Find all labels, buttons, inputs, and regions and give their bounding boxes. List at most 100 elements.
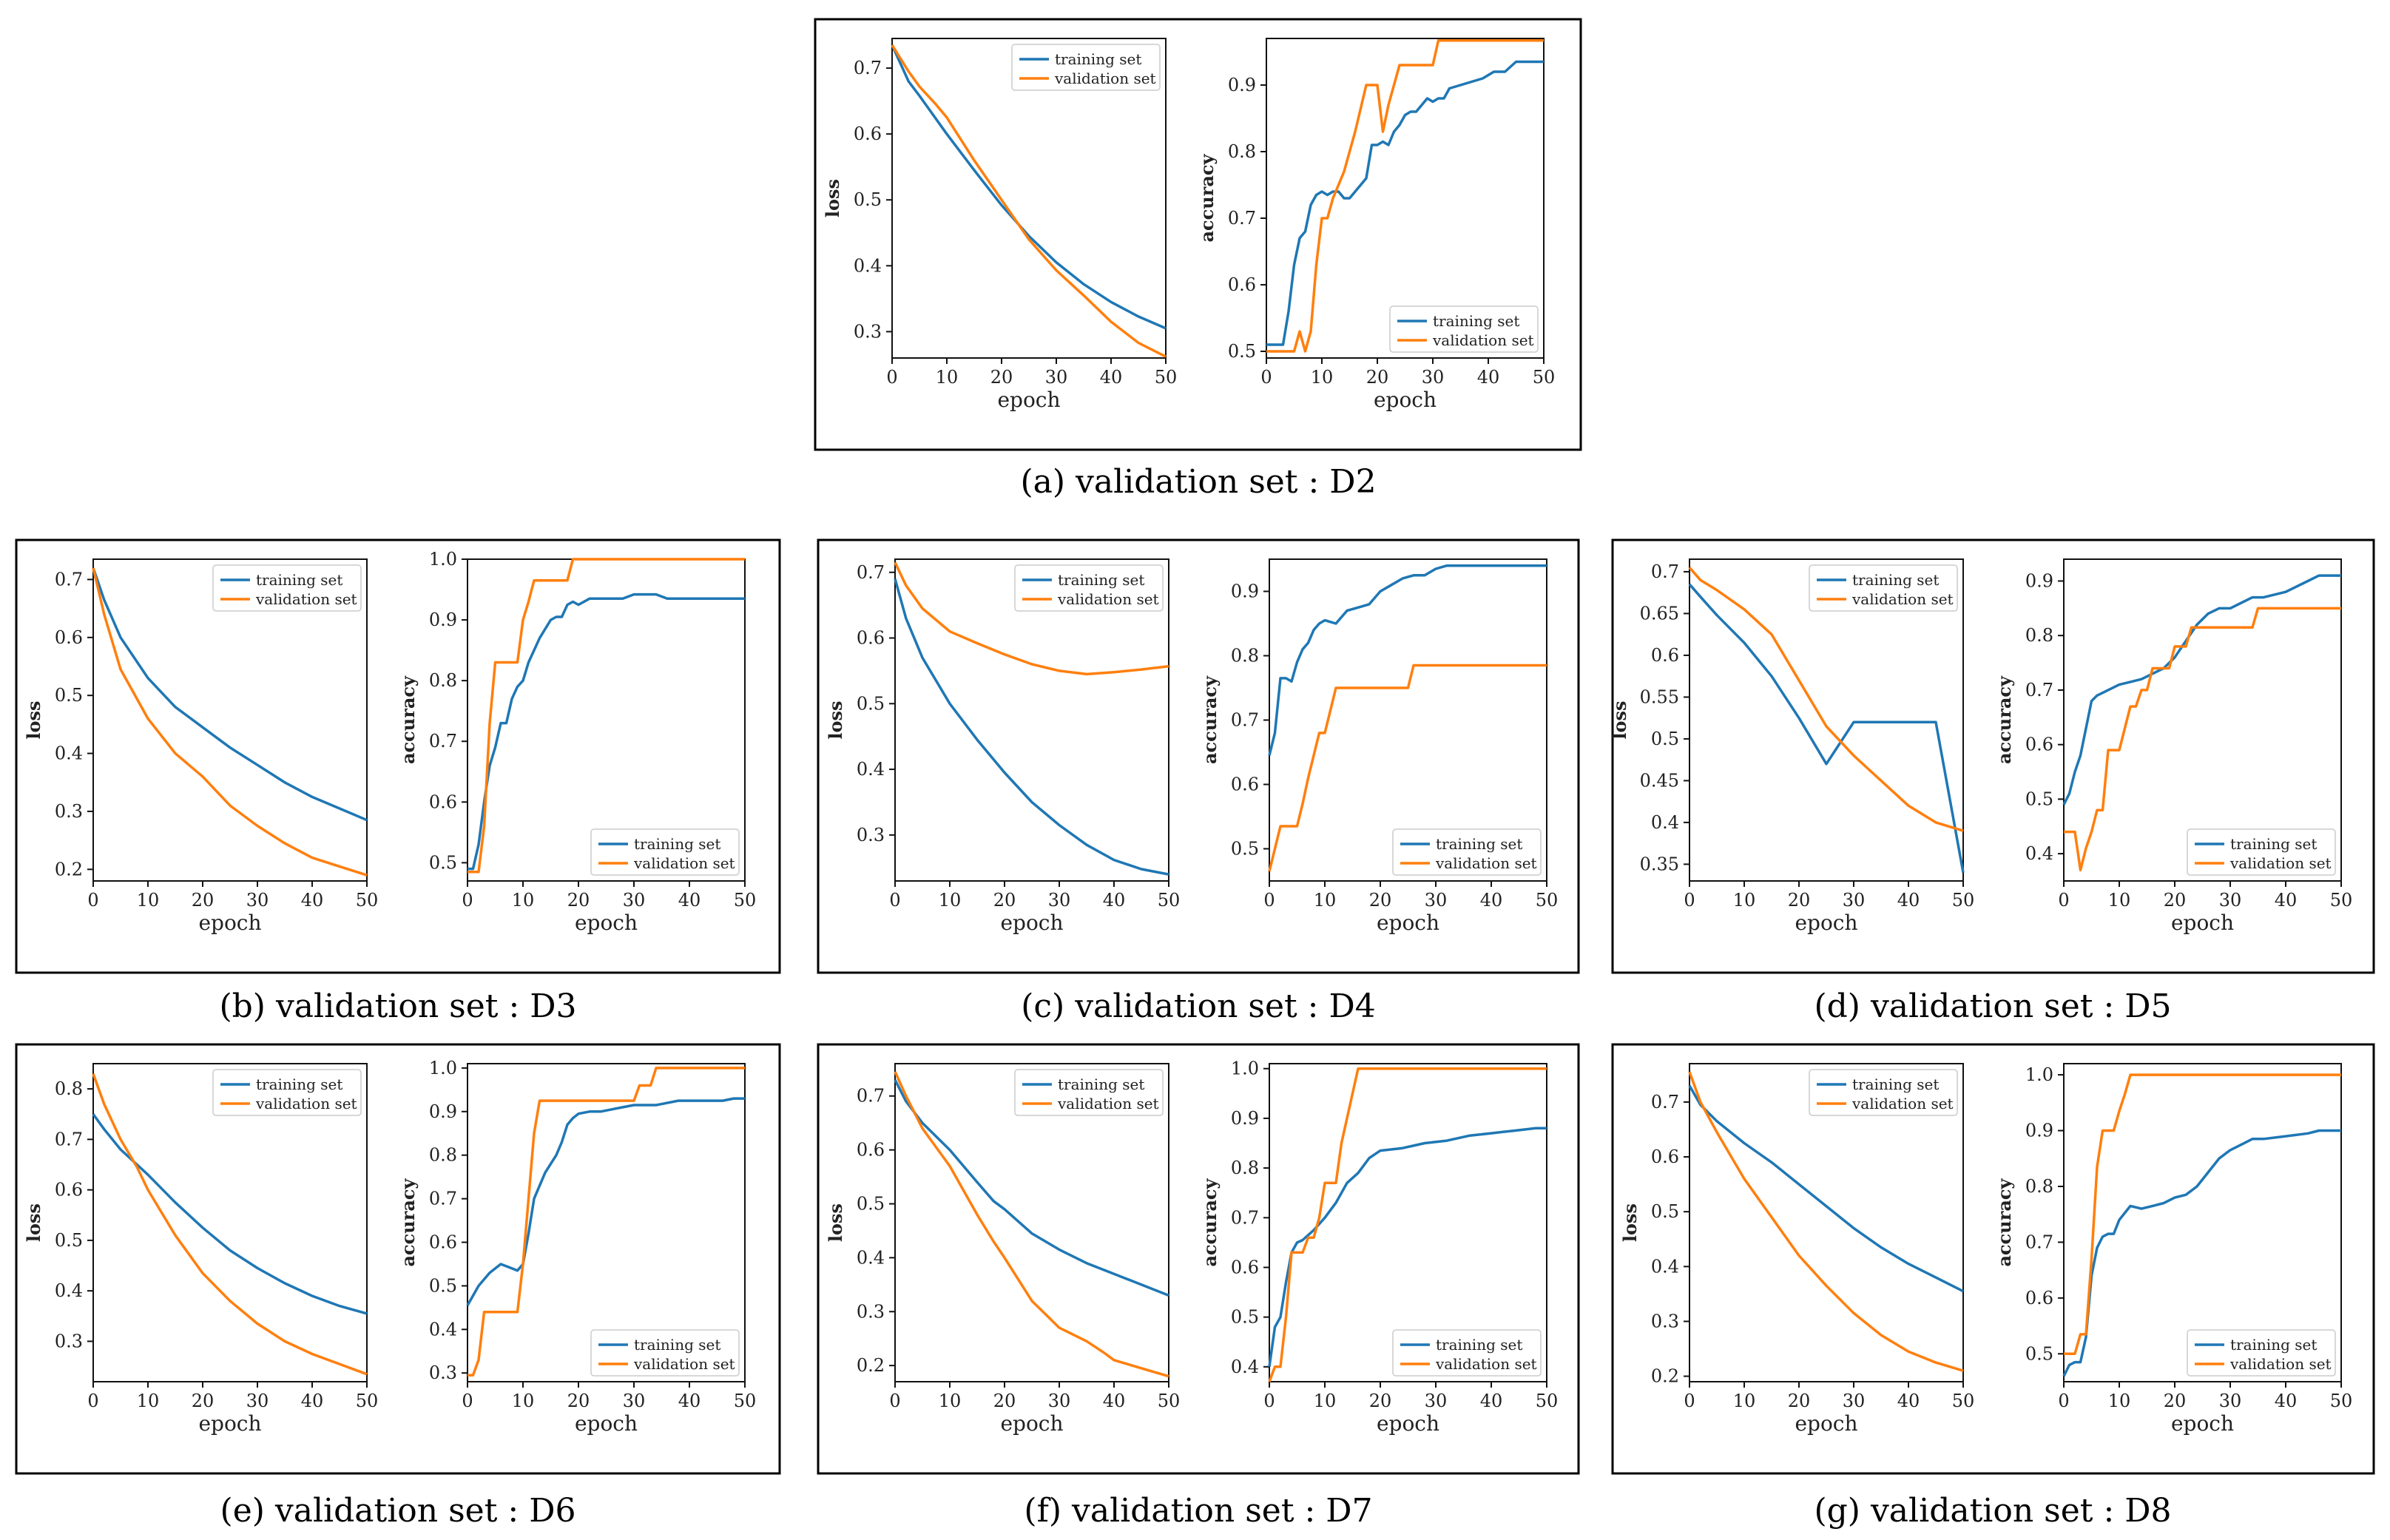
x-tick-label: 0 (886, 367, 897, 388)
y-axis-label: loss (23, 700, 44, 739)
x-tick-label: 40 (1103, 890, 1126, 911)
panel-frame (814, 18, 1582, 451)
axes-box (1269, 558, 1547, 882)
x-tick-label: 0 (1260, 367, 1272, 388)
validation-legend-label: validation set (1851, 590, 1954, 608)
validation-legend-label: validation set (1054, 70, 1156, 87)
validation-legend-label: validation set (255, 590, 357, 608)
x-tick-label: 40 (1100, 367, 1123, 388)
validation-series-line (2064, 607, 2341, 872)
figure-panel-5: (f) validation set : D7 0 10 20 30 40 50 0.2 0.3… (817, 1043, 1580, 1530)
axes-box (1269, 1063, 1547, 1382)
x-tick-label: 20 (993, 890, 1016, 911)
y-tick-label: 0.6 (2025, 1288, 2053, 1308)
y-tick-label: 0.6 (1651, 1146, 1679, 1167)
training-legend-label: training set (1852, 571, 1939, 589)
accuracy-subplot: 0 10 20 30 40 50 0.5 0.6 0.7 0.8 0.9 epoch accuracy t… (1199, 558, 1558, 935)
training-legend-label: training set (1436, 835, 1522, 853)
x-tick-label: 50 (1155, 367, 1178, 388)
y-tick-label: 0.8 (1228, 141, 1256, 162)
accuracy-subplot: 0 10 20 30 40 50 0.5 0.6 0.7 0.8 0.9 epoch accuracy t… (1196, 38, 1555, 412)
x-tick-label: 20 (1366, 367, 1389, 388)
panel-frame (15, 538, 781, 974)
y-tick-label: 0.4 (857, 1247, 885, 1268)
validation-series-line (1688, 1071, 1964, 1372)
y-tick-label: 0.7 (429, 731, 457, 752)
validation-series-line (894, 1071, 1169, 1378)
y-tick-label: 0.5 (429, 852, 457, 873)
x-tick-label: 20 (567, 1391, 590, 1411)
validation-series-line (92, 567, 368, 877)
x-tick-label: 0 (1684, 890, 1695, 911)
validation-series-line (467, 1067, 745, 1377)
x-axis-label: epoch (1000, 911, 1063, 935)
panel-caption: (d) validation set : D5 (1814, 987, 2171, 1025)
training-legend-label: training set (634, 835, 720, 853)
training-legend-label: training set (1433, 312, 1519, 330)
y-axis-label: accuracy (1994, 1178, 2015, 1266)
training-legend-label: training set (2230, 835, 2317, 853)
y-tick-label: 0.9 (429, 1101, 457, 1122)
y-tick-label: 0.3 (857, 1301, 885, 1322)
loss-subplot: 0 10 20 30 40 50 0.2 0.3 0.4 0.5 0.6 0.7 epoch loss tr… (1619, 1063, 1974, 1436)
validation-legend-label: validation set (2229, 854, 2332, 872)
x-tick-label: 50 (734, 890, 757, 911)
y-tick-label: 0.6 (857, 628, 885, 649)
x-tick-label: 40 (1897, 1391, 1920, 1411)
x-axis-label: epoch (575, 911, 638, 935)
y-tick-label: 0.3 (55, 1331, 83, 1351)
x-tick-label: 0 (889, 1391, 900, 1411)
panel-caption: (f) validation set : D7 (1024, 1492, 1372, 1530)
axes-box (1689, 1063, 1964, 1382)
y-tick-label: 0.2 (1651, 1366, 1679, 1387)
y-tick-label: 0.6 (1231, 1257, 1259, 1277)
y-tick-label: 0.4 (429, 1319, 457, 1340)
validation-series-line (2064, 1073, 2341, 1356)
x-tick-label: 50 (356, 890, 379, 911)
y-tick-label: 0.5 (1651, 1201, 1679, 1222)
x-tick-label: 30 (1843, 1391, 1866, 1411)
x-tick-label: 10 (512, 1391, 535, 1411)
validation-series-line (467, 558, 745, 874)
y-tick-label: 0.5 (1228, 341, 1256, 362)
x-tick-label: 30 (1425, 1391, 1448, 1411)
y-tick-label: 0.4 (1651, 1256, 1679, 1277)
axes-box (891, 38, 1167, 359)
y-tick-label: 0.7 (2025, 1232, 2053, 1252)
training-legend-label: training set (256, 571, 342, 589)
x-tick-label: 30 (1425, 890, 1448, 911)
y-tick-label: 0.4 (857, 759, 885, 780)
x-axis-label: epoch (1795, 1411, 1857, 1436)
y-tick-label: 0.5 (854, 189, 882, 210)
x-tick-label: 0 (2058, 890, 2069, 911)
y-tick-label: 0.4 (2025, 843, 2053, 864)
validation-series-line (1688, 567, 1964, 832)
x-tick-label: 0 (1263, 890, 1275, 911)
y-axis-label: accuracy (1199, 1178, 1221, 1266)
validation-legend-label: validation set (1432, 331, 1534, 349)
training-series-line (894, 578, 1169, 876)
y-tick-label: 0.4 (854, 255, 882, 276)
validation-legend-label: validation set (2229, 1355, 2332, 1373)
figure-panel-1: (b) validation set : D3 0 10 20 30 40 50 0.2 0.3… (15, 538, 781, 1025)
panel-caption: (a) validation set : D2 (1020, 463, 1376, 501)
y-tick-label: 0.5 (857, 693, 885, 714)
x-tick-label: 20 (1369, 890, 1392, 911)
training-legend-label: training set (1058, 571, 1144, 589)
x-tick-label: 20 (1369, 1391, 1392, 1411)
x-tick-label: 30 (623, 1391, 646, 1411)
x-tick-label: 10 (1733, 1391, 1756, 1411)
y-tick-label: 0.5 (1231, 839, 1259, 860)
y-tick-label: 1.0 (1231, 1058, 1259, 1079)
figure-panel-6: (g) validation set : D8 0 10 20 30 40 50 0.2 0.3… (1611, 1043, 2375, 1530)
y-axis-label: accuracy (397, 1178, 419, 1266)
x-tick-label: 40 (2275, 890, 2298, 911)
y-tick-label: 0.6 (1228, 274, 1256, 295)
y-tick-label: 0.5 (55, 1230, 83, 1251)
training-series-line (894, 1079, 1169, 1297)
panel-frame (15, 1043, 781, 1475)
